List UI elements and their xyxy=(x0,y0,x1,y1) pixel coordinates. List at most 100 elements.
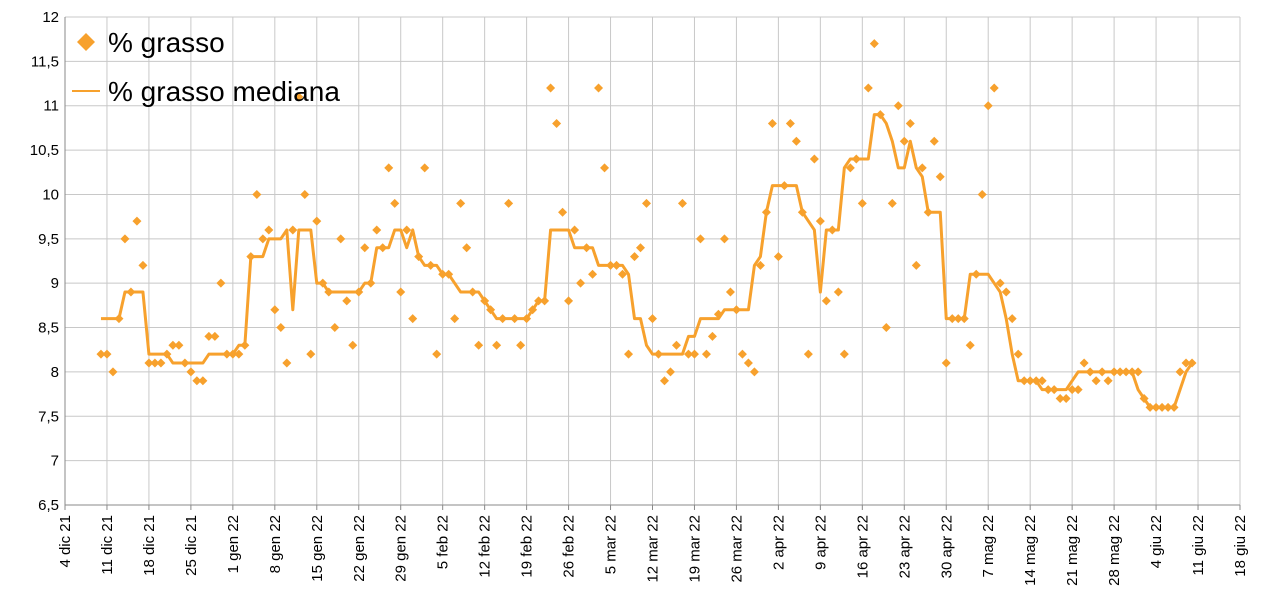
data-point xyxy=(725,287,735,297)
data-point xyxy=(791,136,801,146)
legend-label: % grasso mediana xyxy=(108,76,340,107)
data-point xyxy=(1007,314,1017,324)
data-point xyxy=(144,358,154,368)
data-point xyxy=(288,225,298,235)
data-point xyxy=(516,340,526,350)
median-line xyxy=(100,113,1194,409)
x-tick-label: 7 mag 22 xyxy=(980,515,997,578)
data-point xyxy=(564,296,574,306)
data-point xyxy=(210,331,220,341)
data-point xyxy=(576,278,586,288)
data-point xyxy=(863,83,873,93)
data-point xyxy=(396,287,406,297)
data-point xyxy=(132,216,142,226)
data-point xyxy=(462,243,472,253)
data-point xyxy=(474,340,484,350)
x-tick-label: 9 apr 22 xyxy=(812,515,829,570)
data-point xyxy=(96,349,106,359)
data-point xyxy=(677,198,687,208)
x-tick-label: 11 giu 22 xyxy=(1190,515,1207,576)
y-tick-label: 9 xyxy=(51,275,59,292)
data-point xyxy=(917,163,927,173)
data-point xyxy=(833,287,843,297)
data-point xyxy=(360,243,370,253)
x-tick-label: 21 mag 22 xyxy=(1064,515,1081,586)
data-point xyxy=(108,367,118,377)
data-point xyxy=(312,216,322,226)
x-tick-label: 14 mag 22 xyxy=(1022,515,1039,586)
data-point xyxy=(336,234,346,244)
data-point xyxy=(384,163,394,173)
x-tick-label: 4 giu 22 xyxy=(1148,515,1165,568)
data-point xyxy=(120,234,130,244)
data-point xyxy=(204,331,214,341)
x-tick-label: 12 mar 22 xyxy=(645,515,662,583)
data-point xyxy=(150,358,160,368)
data-point xyxy=(624,349,634,359)
x-tick-label: 19 mar 22 xyxy=(686,515,703,583)
data-point xyxy=(893,101,903,111)
data-point xyxy=(450,314,460,324)
x-tick-label: 22 gen 22 xyxy=(351,515,368,582)
data-point xyxy=(1133,367,1143,377)
data-point xyxy=(102,349,112,359)
data-point xyxy=(869,39,879,49)
data-point xyxy=(1013,349,1023,359)
x-tick-label: 26 mar 22 xyxy=(728,515,745,583)
data-point xyxy=(815,216,825,226)
x-tick-label: 12 feb 22 xyxy=(477,515,494,578)
legend-label: % grasso xyxy=(108,27,225,58)
data-point xyxy=(636,243,646,253)
x-tick-label: 11 dic 21 xyxy=(99,515,116,575)
data-point xyxy=(270,305,280,315)
data-point xyxy=(1055,394,1065,404)
x-tick-label: 1 gen 22 xyxy=(225,515,242,573)
data-point xyxy=(552,118,562,128)
data-point xyxy=(929,136,939,146)
y-tick-label: 8 xyxy=(51,364,59,381)
data-point xyxy=(839,349,849,359)
data-point xyxy=(659,376,669,386)
data-point xyxy=(588,269,598,279)
data-point xyxy=(600,163,610,173)
x-tick-label: 15 gen 22 xyxy=(309,515,326,582)
data-point xyxy=(809,154,819,164)
data-point xyxy=(701,349,711,359)
x-tick-label: 8 gen 22 xyxy=(267,515,284,573)
y-tick-label: 6,5 xyxy=(38,497,59,514)
data-point xyxy=(264,225,274,235)
data-point xyxy=(887,198,897,208)
data-point xyxy=(1067,385,1077,395)
data-point xyxy=(618,269,628,279)
y-tick-label: 11,5 xyxy=(31,53,59,70)
data-point xyxy=(306,349,316,359)
data-point xyxy=(342,296,352,306)
y-tick-label: 11 xyxy=(43,98,59,115)
data-point xyxy=(719,234,729,244)
data-point xyxy=(252,189,262,199)
data-point xyxy=(282,358,292,368)
x-tick-label: 25 dic 21 xyxy=(183,515,200,576)
data-point xyxy=(977,189,987,199)
data-point xyxy=(707,331,717,341)
data-point xyxy=(492,340,502,350)
data-point xyxy=(965,340,975,350)
y-tick-label: 7,5 xyxy=(38,408,59,425)
data-point xyxy=(192,376,202,386)
x-tick-label: 4 dic 21 xyxy=(57,515,74,568)
data-point xyxy=(456,198,466,208)
data-point xyxy=(216,278,226,288)
x-tick-label: 30 apr 22 xyxy=(938,515,955,578)
data-point xyxy=(1103,376,1113,386)
data-point xyxy=(642,198,652,208)
x-tick-label: 29 gen 22 xyxy=(393,515,410,582)
data-point xyxy=(689,349,699,359)
y-tick-label: 9,5 xyxy=(38,231,59,248)
data-point xyxy=(390,198,400,208)
data-point xyxy=(168,340,178,350)
data-point xyxy=(258,234,268,244)
x-tick-label: 5 feb 22 xyxy=(435,515,452,569)
data-point xyxy=(594,83,604,93)
data-point xyxy=(408,314,418,324)
